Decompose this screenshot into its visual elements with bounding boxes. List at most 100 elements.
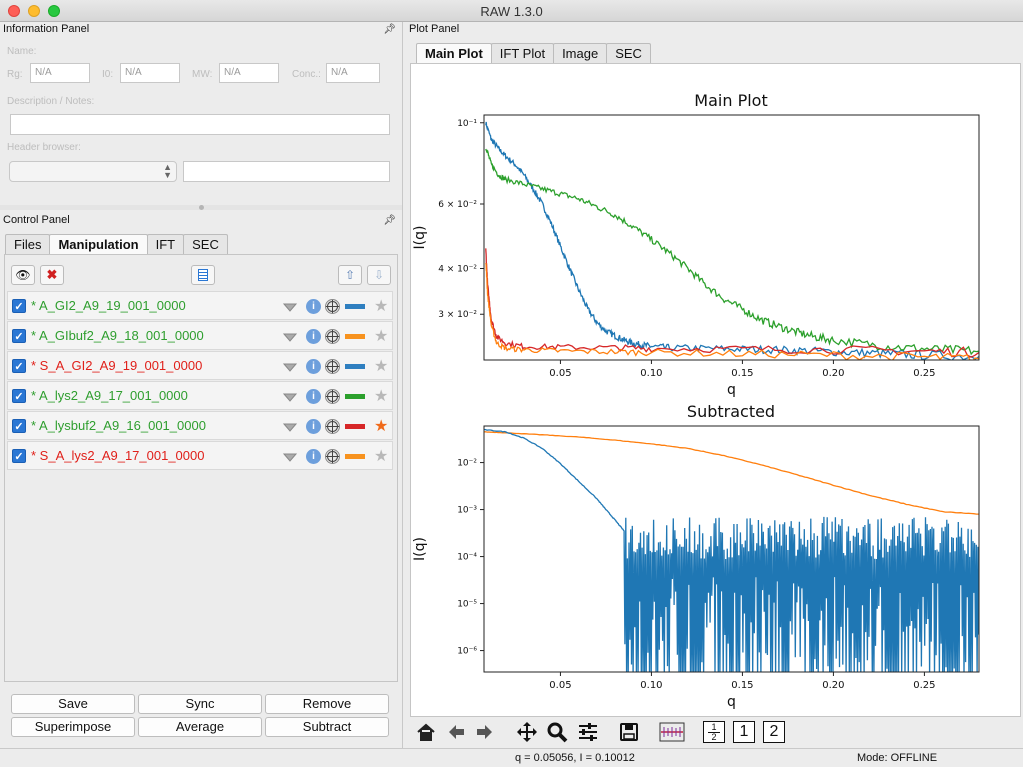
pan-button[interactable] — [514, 720, 540, 744]
tab-sec[interactable]: SEC — [183, 234, 228, 254]
list-item[interactable]: ✓ * A_GIbuf2_A9_18_001_0000 i ★ — [7, 321, 393, 350]
target-icon[interactable] — [325, 389, 340, 404]
subtract-button[interactable]: Subtract — [265, 717, 389, 737]
tab-files[interactable]: Files — [5, 234, 51, 254]
hide-all-button[interactable]: ✖ — [40, 265, 64, 285]
up-arrow-icon: ⇧ — [344, 268, 356, 282]
plot-canvas-area[interactable]: Main Plot 0.05 0.10 0.15 0.20 0.25 3 × 10⁻² 4 ×… — [410, 63, 1021, 717]
maximize-window-button[interactable] — [48, 5, 60, 17]
tab-manipulation[interactable]: Manipulation — [49, 234, 148, 254]
star-icon[interactable]: ★ — [374, 298, 389, 315]
collapse-all-button[interactable]: ⇧ — [338, 265, 362, 285]
split-plots-button[interactable]: 1 2 — [702, 720, 726, 744]
tab-image[interactable]: Image — [553, 43, 608, 63]
notes-field[interactable] — [10, 114, 390, 135]
line-color-swatch[interactable] — [345, 334, 365, 339]
expand-triangle-icon[interactable] — [282, 301, 298, 315]
target-icon[interactable] — [325, 419, 340, 434]
forward-button[interactable] — [473, 720, 497, 744]
visible-checkbox[interactable]: ✓ — [12, 419, 26, 433]
expand-triangle-icon[interactable] — [282, 451, 298, 465]
star-icon[interactable]: ★ — [374, 388, 389, 405]
expand-triangle-icon[interactable] — [282, 391, 298, 405]
magnifier-icon — [547, 722, 568, 743]
i0-label: I0: — [102, 69, 114, 80]
home-button[interactable] — [414, 720, 438, 744]
expand-triangle-icon[interactable] — [282, 331, 298, 345]
list-item[interactable]: ✓ * S_A_lys2_A9_17_001_0000 i ★ — [7, 441, 393, 470]
info-icon[interactable]: i — [306, 359, 321, 374]
tab-main-plot[interactable]: Main Plot — [416, 43, 492, 63]
chart-title: Main Plot — [694, 91, 767, 110]
split-numerator: 1 — [711, 722, 717, 732]
info-icon[interactable]: i — [306, 389, 321, 404]
bottom-plot-button[interactable]: 2 — [762, 720, 786, 744]
list-item[interactable]: ✓ * A_lys2_A9_17_001_0000 i ★ — [7, 381, 393, 410]
line-color-swatch[interactable] — [345, 424, 365, 429]
target-icon[interactable] — [325, 329, 340, 344]
info-icon[interactable]: i — [306, 329, 321, 344]
back-arrow-icon — [449, 725, 464, 739]
plot-figure[interactable]: Main Plot 0.05 0.10 0.15 0.20 0.25 3 × 10⁻² 4 ×… — [411, 64, 1022, 718]
x-axis-label: q — [727, 382, 736, 398]
target-icon[interactable] — [325, 359, 340, 374]
minimize-window-button[interactable] — [28, 5, 40, 17]
axes-frame — [483, 425, 980, 673]
header-browser-select[interactable]: ▲ ▼ — [9, 161, 177, 182]
y-tick-label: 10⁻² — [457, 459, 477, 469]
list-item[interactable]: ✓ * A_GI2_A9_19_001_0000 i ★ — [7, 291, 393, 320]
toggle-errorbars-button[interactable] — [657, 720, 687, 744]
star-icon[interactable]: ★ — [374, 328, 389, 345]
top-plot-button[interactable]: 1 — [732, 720, 756, 744]
zoom-button[interactable] — [545, 720, 569, 744]
left-column: Information Panel 📌︎ Name: Rg: N/A I0: N… — [0, 22, 403, 748]
pin-icon[interactable]: 📌︎ — [383, 215, 396, 226]
visible-checkbox[interactable]: ✓ — [12, 329, 26, 343]
superimpose-button[interactable]: Superimpose — [11, 717, 135, 737]
list-item[interactable]: ✓ * S_A_GI2_A9_19_001_0000 i ★ — [7, 351, 393, 380]
select-all-button[interactable] — [191, 265, 215, 285]
line-color-swatch[interactable] — [345, 304, 365, 309]
info-panel-header: Information Panel 📌︎ — [0, 22, 402, 37]
tab-sec-plot[interactable]: SEC — [606, 43, 651, 63]
header-value-field[interactable] — [183, 161, 390, 182]
conc-field: N/A — [326, 63, 380, 83]
tab-ift[interactable]: IFT — [146, 234, 185, 254]
info-icon[interactable]: i — [306, 299, 321, 314]
star-icon[interactable]: ★ — [374, 418, 389, 435]
star-icon[interactable]: ★ — [374, 358, 389, 375]
line-color-swatch[interactable] — [345, 454, 365, 459]
visible-checkbox[interactable]: ✓ — [12, 299, 26, 313]
target-icon[interactable] — [325, 299, 340, 314]
list-item[interactable]: ✓ * A_lysbuf2_A9_16_001_0000 i ★ — [7, 411, 393, 440]
sync-button[interactable]: Sync — [138, 694, 262, 714]
back-button[interactable] — [444, 720, 468, 744]
visible-checkbox[interactable]: ✓ — [12, 389, 26, 403]
visible-checkbox[interactable]: ✓ — [12, 449, 26, 463]
line-color-swatch[interactable] — [345, 394, 365, 399]
star-icon[interactable]: ★ — [374, 448, 389, 465]
i0-field: N/A — [120, 63, 180, 83]
info-icon[interactable]: i — [306, 419, 321, 434]
expand-triangle-icon[interactable] — [282, 421, 298, 435]
splitter-handle[interactable] — [0, 205, 402, 210]
expand-all-button[interactable]: ⇩ — [367, 265, 391, 285]
average-button[interactable]: Average — [138, 717, 262, 737]
close-window-button[interactable] — [8, 5, 20, 17]
show-all-button[interactable]: 👁︎ — [11, 265, 35, 285]
expand-triangle-icon[interactable] — [282, 361, 298, 375]
save-button[interactable]: Save — [11, 694, 135, 714]
tab-ift-plot[interactable]: IFT Plot — [490, 43, 555, 63]
remove-button[interactable]: Remove — [265, 694, 389, 714]
chart-2: Subtracted 0.05 0.10 0.15 0.20 0.25 10⁻⁶ 10⁻⁵ 10… — [412, 402, 980, 710]
line-color-swatch[interactable] — [345, 364, 365, 369]
save-figure-button[interactable] — [617, 720, 641, 744]
configure-subplots-button[interactable] — [575, 720, 601, 744]
pin-icon[interactable]: 📌︎ — [383, 24, 396, 35]
series-line-2 — [484, 428, 979, 672]
visible-checkbox[interactable]: ✓ — [12, 359, 26, 373]
x-tick-label: 0.10 — [640, 368, 662, 379]
info-icon[interactable]: i — [306, 449, 321, 464]
target-icon[interactable] — [325, 449, 340, 464]
x-tick-label: 0.05 — [549, 680, 571, 691]
